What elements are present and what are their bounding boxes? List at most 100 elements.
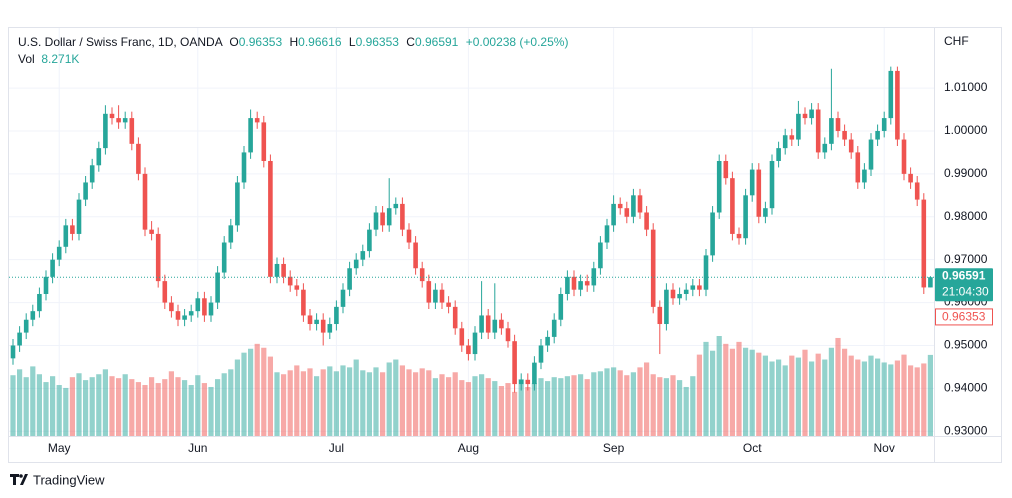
- candle-body: [30, 311, 36, 320]
- volume-bar: [901, 354, 907, 436]
- candle-body: [650, 229, 656, 307]
- volume-bar: [835, 337, 841, 436]
- ohlc-value: 0.96353: [355, 35, 399, 49]
- volume-bar: [630, 372, 636, 436]
- volume-bar: [914, 367, 920, 436]
- volume-bar: [83, 380, 89, 436]
- candle-body: [281, 263, 286, 277]
- candle-body: [683, 289, 689, 294]
- volume-bar: [624, 375, 630, 436]
- candle-body: [446, 302, 451, 307]
- candle-body: [928, 277, 933, 288]
- x-tick-label: Jul: [329, 441, 344, 455]
- brand: TradingView: [33, 472, 105, 487]
- volume-bar: [822, 359, 828, 436]
- candle-body: [175, 311, 181, 320]
- volume-bar: [122, 374, 128, 436]
- volume-bar: [373, 367, 379, 436]
- ohlc-key: L: [348, 35, 356, 49]
- candle-body: [466, 345, 471, 355]
- ohlc-value: 0.96616: [298, 35, 342, 49]
- volume-bar: [419, 368, 425, 436]
- candle-body: [347, 268, 352, 290]
- candle-body: [532, 362, 537, 385]
- candle-body: [76, 199, 82, 234]
- y-tick-label: 0.93000: [944, 423, 988, 437]
- volume-bar: [512, 391, 518, 436]
- volume-bar: [795, 357, 801, 436]
- y-tick-label: 0.94000: [944, 381, 988, 395]
- volume-bar: [921, 363, 927, 436]
- volume-bar: [43, 382, 49, 436]
- candle-body: [268, 160, 273, 277]
- volume-bar: [413, 372, 419, 436]
- volume-bar: [472, 376, 478, 436]
- candle-body: [921, 199, 927, 288]
- volume-bar: [386, 362, 392, 436]
- volume-bar: [663, 378, 669, 436]
- volume-value: 8.271K: [41, 52, 80, 66]
- candle-body: [558, 293, 564, 320]
- candle-body: [301, 289, 306, 316]
- volume-bar: [399, 365, 405, 436]
- ohlc-row: U.S. Dollar / Swiss Franc, 1D, OANDA O0.…: [18, 34, 572, 51]
- y-tick-label: 0.97000: [944, 252, 988, 266]
- candle-body: [116, 118, 121, 123]
- candle-body: [492, 319, 498, 333]
- volume-bar: [135, 382, 141, 436]
- candle-body: [657, 306, 663, 325]
- volume-bar: [855, 359, 861, 436]
- currency: CHF: [944, 34, 969, 48]
- volume-bar: [776, 359, 782, 436]
- chart-frame: [8, 27, 1002, 463]
- volume-bar: [446, 377, 452, 436]
- y-tick-label: 1.00000: [944, 123, 988, 137]
- volume-bar: [307, 368, 313, 436]
- candle-body: [314, 319, 319, 325]
- x-tick-label: Aug: [458, 441, 479, 455]
- candle-body: [499, 319, 504, 329]
- volume-bar: [426, 370, 432, 436]
- candle-body: [195, 298, 201, 312]
- volume-bar: [195, 375, 201, 436]
- candle-body: [327, 324, 333, 333]
- volume-bar: [611, 367, 617, 436]
- candle-body: [835, 118, 841, 131]
- candle-body: [241, 152, 247, 183]
- candle-body: [248, 118, 253, 153]
- candle-body: [723, 160, 729, 179]
- candle-body: [56, 246, 62, 260]
- candle-body: [551, 319, 557, 337]
- candle-body: [571, 276, 577, 290]
- volume-bar: [525, 386, 531, 436]
- volume-bar: [109, 376, 115, 436]
- brand-logo: [10, 474, 28, 485]
- volume-bar: [597, 371, 603, 436]
- candle-body: [334, 306, 339, 325]
- volume-bar: [281, 374, 287, 436]
- candle-body: [479, 315, 484, 333]
- candle-body: [96, 148, 102, 166]
- candle-body: [208, 302, 214, 316]
- candle-body: [202, 298, 207, 316]
- candle-body: [591, 268, 597, 286]
- volume-bar: [459, 380, 465, 436]
- volume-bar: [518, 379, 524, 436]
- candle-body: [545, 336, 550, 346]
- volume-bar: [538, 378, 544, 436]
- candle-body: [169, 302, 174, 312]
- candle-body: [340, 289, 346, 307]
- volume-bar: [129, 379, 135, 436]
- volume-bar: [314, 376, 320, 436]
- candle-body: [70, 225, 75, 234]
- candle-body: [367, 229, 372, 252]
- volume-bar: [320, 369, 326, 436]
- volume-key: Vol: [18, 52, 35, 66]
- volume-bar: [531, 383, 537, 436]
- candle-body: [756, 169, 762, 217]
- candle-body: [261, 122, 267, 161]
- volume-bar: [498, 386, 504, 436]
- candle-body: [472, 332, 478, 355]
- volume-bar: [366, 372, 372, 436]
- candle-body: [129, 118, 135, 144]
